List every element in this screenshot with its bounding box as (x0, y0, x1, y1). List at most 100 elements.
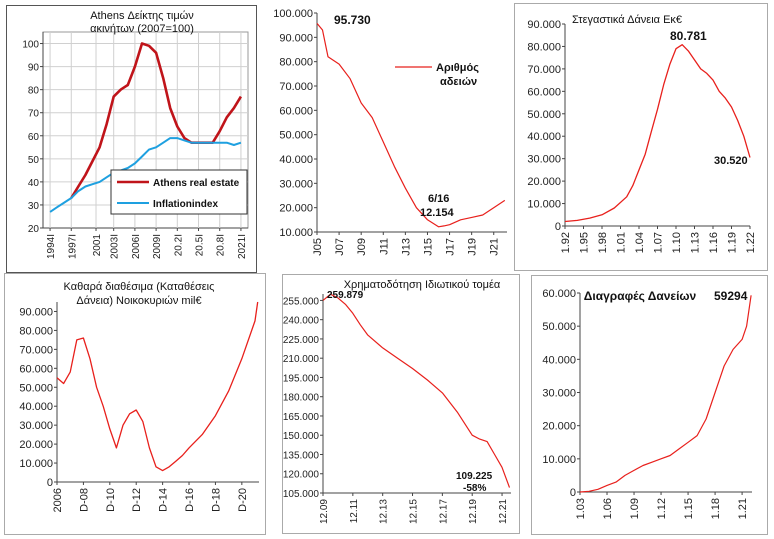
y-tick-label: 80.000 (279, 57, 313, 69)
x-tick-label: 2021I (237, 234, 248, 259)
x-tick-label: J17 (445, 238, 457, 256)
y-tick-label: 40.000 (279, 154, 313, 166)
y-tick-label: 60.000 (19, 363, 53, 375)
x-tick-label: 2006I (131, 234, 142, 259)
y-tick-label: 210.000 (283, 354, 319, 365)
x-tick-label: 1.06 (602, 498, 614, 519)
x-tick-label: 1997I (67, 234, 78, 259)
data-label: 109.225 (456, 471, 493, 482)
chart-panel-mortgages: 90.000 80.000 70.000 60.000 50.000 40.000 30.0… (514, 3, 768, 271)
y-tick-label: 165.000 (283, 412, 319, 423)
x-tick-label: 1.03 (575, 498, 587, 519)
x-tick-label: J11 (378, 238, 390, 255)
y-tick-label: 20.000 (19, 439, 53, 451)
series-line (564, 44, 751, 223)
chart-title: Χρηματοδότηση Ιδιωτικού τομέα (344, 279, 501, 291)
x-tick-label: 1.13 (690, 232, 702, 253)
legend-label: Αριθμός (436, 62, 479, 74)
y-tick-label: 195.000 (283, 373, 319, 384)
permits-chart: 100.000 90.000 80.000 70.000 60.000 50.000 40.… (273, 8, 507, 256)
x-tick-label: J13 (400, 238, 412, 256)
x-tick-label: 12.21 (498, 499, 509, 524)
y-tick-label: 40 (28, 178, 40, 189)
y-tick-label: 80 (28, 86, 40, 97)
x-tick-label: D-08 (78, 488, 90, 512)
x-tick-label: 12.11 (349, 499, 360, 524)
x-tick-label: 2006 (52, 488, 64, 512)
x-tick-label: 1.12 (656, 498, 668, 519)
x-tick-label: 2009I (152, 234, 163, 259)
data-label: 259.879 (327, 290, 364, 301)
y-tick-label: 80.000 (527, 41, 561, 53)
y-tick-label: 180.000 (283, 393, 319, 404)
loan-writeoffs-chart: 60.00050.00040.00030.00020.00010.00001.0… (542, 288, 752, 519)
y-tick-label: 20 (28, 224, 40, 235)
chart-title: Καθαρά διαθέσιμα (Καταθέσεις (64, 281, 215, 293)
x-tick-label: J21 (489, 238, 501, 256)
x-tick-label: 1.10 (671, 232, 683, 253)
x-tick-label: J07 (334, 238, 346, 256)
data-label: -58% (463, 483, 486, 494)
y-tick-label: 100.000 (273, 8, 313, 20)
legend-label: αδειών (440, 76, 477, 88)
x-tick-label: 1.16 (708, 232, 720, 253)
y-tick-label: 60.000 (527, 86, 561, 98)
y-tick-label: 150.000 (283, 431, 319, 442)
x-tick-label: 2003I (110, 234, 121, 259)
chart-title: Στεγαστικά Δάνεια Εκ€ (572, 14, 682, 26)
y-tick-label: 0 (570, 487, 576, 499)
y-tick-label: 105.000 (283, 489, 319, 500)
data-label: 95.730 (334, 13, 371, 27)
x-tick-label: 12.09 (319, 499, 330, 524)
x-tick-label: 20.5I (195, 234, 206, 256)
y-tick-label: 20.000 (279, 203, 313, 215)
x-tick-label: J09 (356, 238, 368, 256)
y-tick-label: 120.000 (283, 470, 319, 481)
y-tick-label: 60 (28, 132, 40, 143)
x-tick-label: 1.19 (727, 232, 739, 253)
series-line (49, 137, 242, 213)
x-tick-label: 1.18 (710, 498, 722, 519)
legend-label: Athens real estate (153, 178, 240, 189)
y-tick-label: 10.000 (279, 227, 313, 239)
y-tick-label: 50.000 (542, 321, 576, 333)
series-line (322, 293, 511, 488)
series-line (316, 23, 506, 228)
x-tick-label: 20.2I (173, 234, 184, 256)
x-tick-label: J19 (467, 238, 479, 256)
x-tick-label: 2001 (92, 234, 103, 257)
x-tick-label: 1994I (46, 234, 57, 259)
y-tick-label: 10.000 (542, 454, 576, 466)
chart-title: Athens Δείκτης τιμών (90, 10, 194, 22)
x-tick-label: D-14 (158, 488, 170, 512)
y-tick-label: 135.000 (283, 450, 319, 461)
x-tick-label: 1.98 (597, 232, 609, 253)
y-tick-label: 20.000 (527, 176, 561, 188)
y-tick-label: 80.000 (19, 325, 53, 337)
x-tick-label: 1.15 (683, 498, 695, 519)
data-label: 80.781 (670, 29, 707, 43)
y-tick-label: 0 (555, 221, 561, 233)
y-tick-label: 60.000 (542, 288, 576, 300)
y-tick-label: 40.000 (527, 131, 561, 143)
y-tick-label: 50.000 (19, 382, 53, 394)
y-tick-label: 90 (28, 63, 40, 74)
y-tick-label: 255.000 (283, 296, 319, 307)
y-tick-label: 70.000 (19, 344, 53, 356)
chart-title: Διαγραφές Δανείων (584, 289, 697, 303)
data-label: 12.154 (420, 207, 455, 219)
x-tick-label: D-10 (105, 488, 117, 512)
y-tick-label: 20.000 (542, 421, 576, 433)
chart-panel-permits: 100.000 90.000 80.000 70.000 60.000 50.000 40.… (262, 3, 515, 271)
x-tick-label: 1.01 (616, 232, 628, 253)
y-tick-label: 30.000 (527, 154, 561, 166)
x-tick-label: J05 (312, 238, 324, 256)
y-tick-label: 50.000 (279, 130, 313, 142)
series-line (579, 295, 752, 493)
y-tick-label: 10.000 (19, 458, 53, 470)
y-tick-label: 240.000 (283, 316, 319, 327)
y-tick-label: 30.000 (19, 420, 53, 432)
y-tick-label: 70.000 (279, 81, 313, 93)
chart-panel-household: 90.000 80.000 70.000 60.000 50.000 40.000 30.0… (4, 273, 266, 535)
x-tick-label: 12.13 (379, 499, 390, 524)
